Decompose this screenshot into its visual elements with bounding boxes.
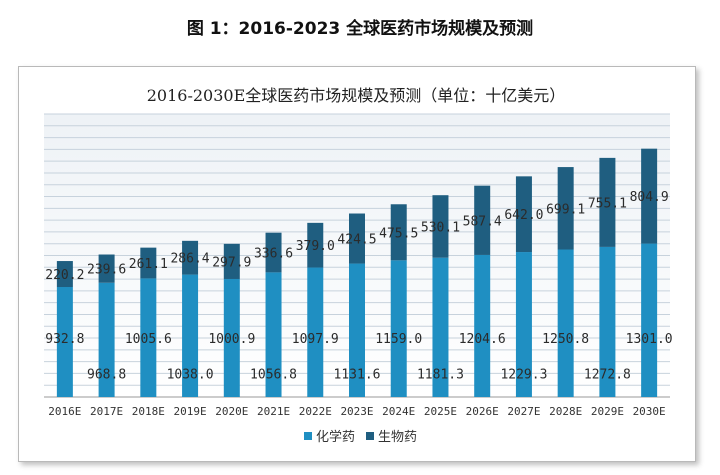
data-label-chemical-drug: 1301.0 [626, 332, 673, 347]
legend-swatch [366, 432, 374, 440]
bar-biologic-drug [432, 195, 449, 258]
x-tick-label: 2020E [215, 405, 248, 418]
data-label-chemical-drug: 932.8 [45, 332, 84, 347]
bar-chemical-drug [307, 267, 324, 397]
bar-biologic-drug [390, 204, 407, 261]
data-label-chemical-drug: 1038.0 [167, 367, 214, 382]
data-label-chemical-drug: 1204.6 [459, 332, 506, 347]
data-label-biologic-drug: 261.1 [129, 257, 168, 272]
data-label-biologic-drug: 755.1 [588, 196, 627, 211]
bar-chemical-drug [390, 260, 407, 397]
bar-biologic-drug [140, 247, 157, 279]
data-label-chemical-drug: 1159.0 [375, 332, 422, 347]
bar-biologic-drug [557, 167, 574, 250]
data-label-biologic-drug: 530.1 [421, 220, 460, 235]
data-label-biologic-drug: 587.4 [463, 214, 502, 229]
data-label-biologic-drug: 699.1 [546, 202, 585, 217]
chart-title: 2016-2030E全球医药市场规模及预测（单位：十亿美元） [147, 86, 566, 105]
data-label-chemical-drug: 968.8 [87, 367, 126, 382]
data-label-biologic-drug: 424.5 [337, 233, 376, 248]
data-label-biologic-drug: 286.4 [170, 252, 209, 267]
data-label-chemical-drug: 1131.6 [334, 367, 381, 382]
data-label-biologic-drug: 642.0 [504, 208, 543, 223]
bar-chemical-drug [557, 249, 574, 397]
bar-chemical-drug [432, 257, 449, 397]
data-label-chemical-drug: 1097.9 [292, 332, 339, 347]
data-label-chemical-drug: 1000.9 [208, 332, 255, 347]
x-tick-label: 2019E [174, 405, 207, 418]
x-tick-label: 2025E [424, 405, 457, 418]
data-label-biologic-drug: 336.6 [254, 247, 293, 262]
bar-biologic-drug [515, 176, 532, 253]
data-label-biologic-drug: 297.9 [212, 255, 251, 270]
x-tick-label: 2016E [48, 405, 81, 418]
bar-chemical-drug [223, 278, 240, 397]
x-tick-label: 2018E [132, 405, 165, 418]
data-label-biologic-drug: 239.6 [87, 263, 126, 278]
bar-biologic-drug [98, 254, 115, 283]
x-tick-label: 2023E [340, 405, 373, 418]
x-tick-label: 2026E [466, 405, 499, 418]
bar-biologic-drug [223, 243, 240, 279]
bar-biologic-drug [265, 232, 282, 273]
x-tick-label: 2027E [507, 405, 540, 418]
bar-chemical-drug [56, 287, 73, 397]
data-label-biologic-drug: 220.2 [45, 268, 84, 283]
bar-chemical-drug [265, 272, 282, 397]
legend-label: 生物药 [378, 430, 417, 445]
data-label-chemical-drug: 1229.3 [500, 367, 547, 382]
bar-chemical-drug [641, 243, 658, 397]
x-tick-label: 2024E [382, 405, 415, 418]
x-tick-label: 2017E [90, 405, 123, 418]
x-tick-label: 2022E [299, 405, 332, 418]
data-label-chemical-drug: 1272.8 [584, 367, 631, 382]
bar-biologic-drug [307, 222, 324, 268]
x-tick-label: 2021E [257, 405, 290, 418]
data-label-biologic-drug: 379.0 [296, 239, 335, 254]
x-tick-label: 2028E [549, 405, 582, 418]
bar-biologic-drug [56, 261, 73, 288]
bar-chemical-drug [515, 252, 532, 397]
bar-biologic-drug [474, 185, 491, 255]
data-label-biologic-drug: 804.9 [630, 190, 669, 205]
bar-biologic-drug [641, 148, 658, 244]
bar-chemical-drug [349, 263, 365, 397]
data-label-chemical-drug: 1181.3 [417, 367, 464, 382]
figure-title: 图 1：2016-2023 全球医药市场规模及预测 [186, 19, 534, 39]
x-tick-label: 2029E [591, 405, 624, 418]
bar-biologic-drug [182, 240, 199, 275]
legend-swatch [304, 432, 312, 440]
bar-chemical-drug [599, 246, 616, 397]
bar-chemical-drug [474, 254, 491, 397]
bar-biologic-drug [599, 157, 616, 247]
data-label-biologic-drug: 475.5 [379, 226, 418, 241]
bar-biologic-drug [349, 213, 365, 264]
data-label-chemical-drug: 1056.8 [250, 367, 297, 382]
bar-chemical-drug [140, 278, 157, 397]
legend-label: 化学药 [316, 429, 355, 445]
data-label-chemical-drug: 1250.8 [542, 332, 589, 347]
data-label-chemical-drug: 1005.6 [125, 332, 172, 347]
bar-chemical-drug [182, 274, 199, 397]
bar-chemical-drug [98, 282, 115, 397]
x-tick-label: 2030E [633, 405, 666, 418]
